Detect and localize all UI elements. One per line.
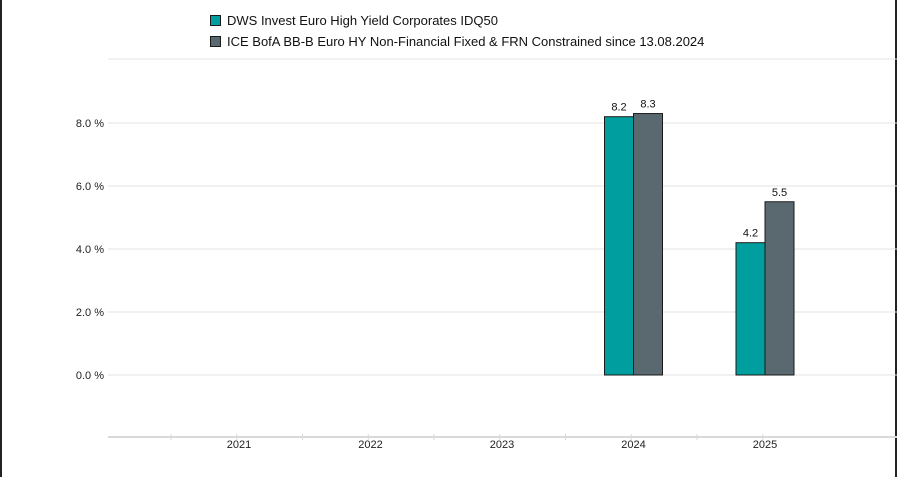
y-tick-label: 2.0 % — [76, 307, 104, 319]
x-tick-label: 2022 — [358, 439, 382, 451]
bar — [604, 116, 634, 376]
legend-item-fund: DWS Invest Euro High Yield Corporates ID… — [210, 10, 704, 31]
legend-label-fund: DWS Invest Euro High Yield Corporates ID… — [227, 13, 498, 28]
x-tick-label: 2024 — [621, 439, 645, 451]
legend-swatch-fund — [210, 15, 221, 26]
legend-label-benchmark: ICE BofA BB-B Euro HY Non-Financial Fixe… — [227, 34, 705, 49]
data-label: 8.3 — [640, 99, 655, 111]
bar — [764, 201, 795, 376]
bar — [735, 242, 766, 376]
bar — [633, 113, 663, 376]
y-tick-label: 4.0 % — [76, 244, 104, 256]
legend-item-benchmark: ICE BofA BB-B Euro HY Non-Financial Fixe… — [210, 31, 704, 52]
y-tick-label: 8.0 % — [76, 118, 104, 130]
legend-swatch-benchmark — [210, 36, 221, 47]
data-label: 8.2 — [611, 102, 626, 114]
x-tick-label: 2025 — [753, 439, 777, 451]
data-label: 4.2 — [743, 228, 758, 240]
legend: DWS Invest Euro High Yield Corporates ID… — [210, 10, 704, 52]
x-tick-label: 2021 — [227, 439, 251, 451]
y-tick-label: 0.0 % — [76, 370, 104, 382]
data-label: 5.5 — [772, 187, 787, 199]
x-tick-label: 2023 — [490, 439, 514, 451]
y-tick-label: 6.0 % — [76, 181, 104, 193]
